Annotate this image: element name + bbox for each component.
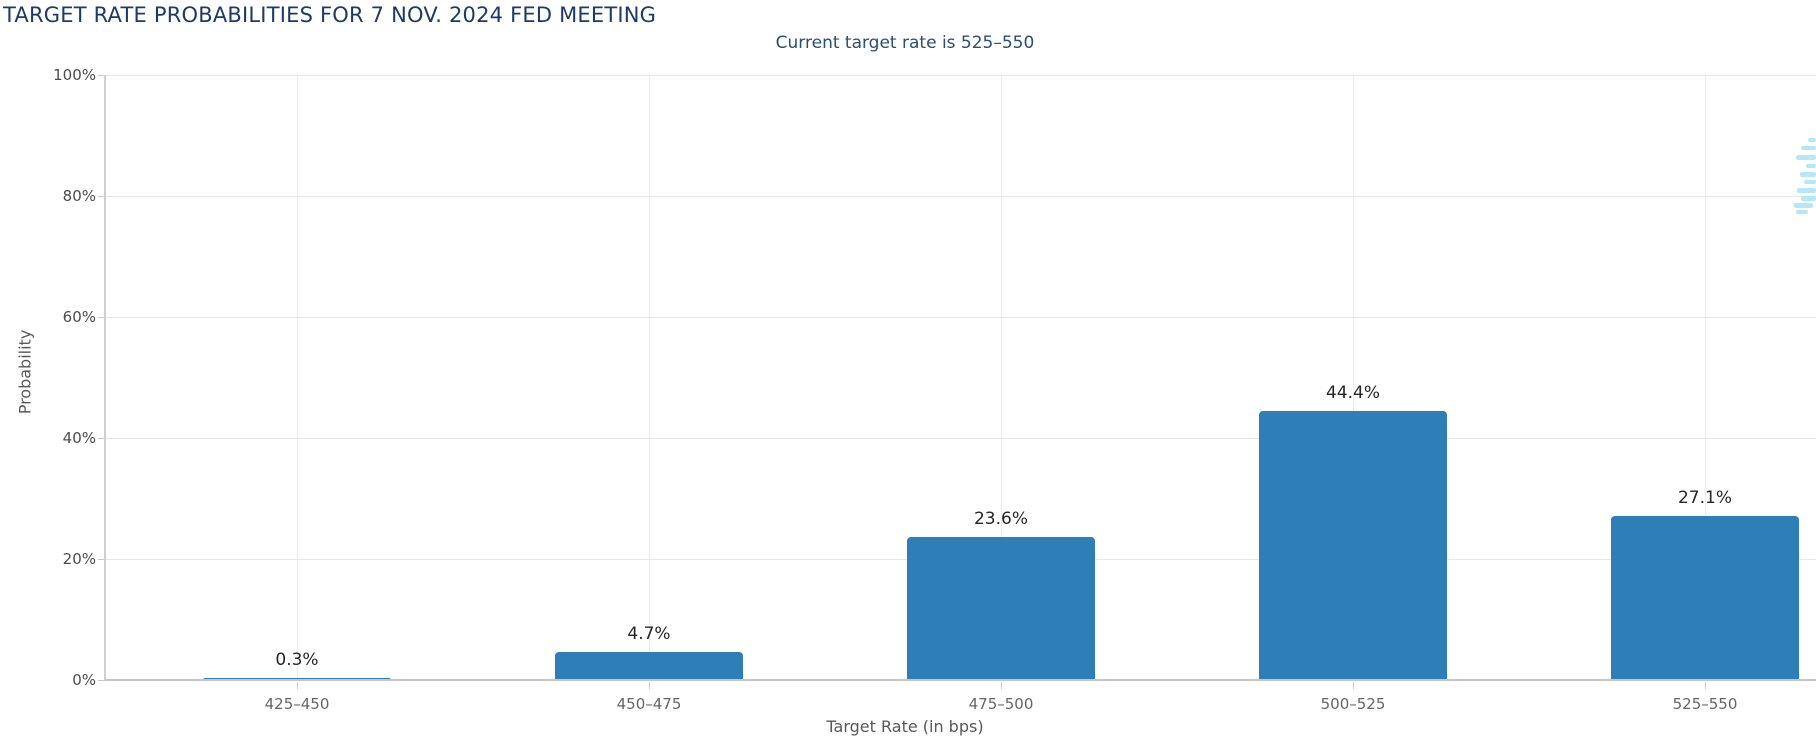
bar-value-label: 23.6% [973, 509, 1028, 530]
chart-subtitle: Current target rate is 525–550 [775, 33, 1035, 53]
y-tick [98, 317, 105, 318]
bar-450–475[interactable] [555, 651, 743, 680]
x-tick [1001, 682, 1002, 689]
bar-value-label: 4.7% [627, 623, 671, 644]
x-tick [297, 682, 298, 689]
x-gridline [1705, 75, 1706, 680]
chart-title: TARGET RATE PROBABILITIES FOR 7 NOV. 202… [3, 3, 657, 27]
x-axis-title: Target Rate (in bps) [826, 717, 984, 736]
watermark-stripe [1804, 180, 1816, 184]
y-tick-label: 40% [62, 429, 96, 447]
x-tick [649, 682, 650, 689]
x-tick-label: 525–550 [1672, 695, 1738, 713]
x-gridline [297, 75, 298, 680]
x-axis-line [105, 679, 1816, 681]
watermark-stripe [1808, 138, 1816, 142]
bar-value-label: 0.3% [275, 650, 319, 671]
y-tick [98, 438, 105, 439]
y-tick-label: 100% [53, 66, 96, 84]
bar-value-label: 44.4% [1325, 383, 1380, 404]
watermark-stripe [1796, 155, 1816, 160]
watermark-stripe [1797, 188, 1816, 193]
x-gridline [1353, 75, 1354, 680]
x-tick-label: 475–500 [968, 695, 1034, 713]
y-tick-label: 80% [62, 187, 96, 205]
bar-475–500[interactable] [907, 537, 1095, 680]
watermark-stripe [1800, 172, 1816, 177]
x-tick-label: 450–475 [616, 695, 682, 713]
watermark-stripe [1801, 196, 1816, 201]
watermark-stripe [1796, 210, 1808, 214]
x-tick-label: 500–525 [1320, 695, 1386, 713]
y-tick [98, 559, 105, 560]
bar-500–525[interactable] [1259, 411, 1447, 680]
watermark-stripe [1794, 203, 1813, 208]
y-tick-label: 60% [62, 308, 96, 326]
x-tick-label: 425–450 [264, 695, 330, 713]
bar-525–550[interactable] [1611, 516, 1799, 680]
x-gridline [1001, 75, 1002, 680]
y-tick [98, 680, 105, 681]
y-tick [98, 196, 105, 197]
y-gridline [105, 74, 1816, 76]
x-gridline [649, 75, 650, 680]
watermark-stripe [1801, 146, 1816, 150]
y-tick [98, 75, 105, 76]
bar-value-label: 27.1% [1677, 488, 1732, 509]
y-gridline [105, 316, 1816, 318]
watermark-stripe [1806, 164, 1816, 168]
y-gridline [105, 437, 1816, 439]
y-axis-line [104, 75, 106, 680]
y-gridline [105, 195, 1816, 197]
y-tick-label: 20% [62, 550, 96, 568]
x-tick [1705, 682, 1706, 689]
y-tick-label: 0% [72, 671, 96, 689]
x-tick [1353, 682, 1354, 689]
